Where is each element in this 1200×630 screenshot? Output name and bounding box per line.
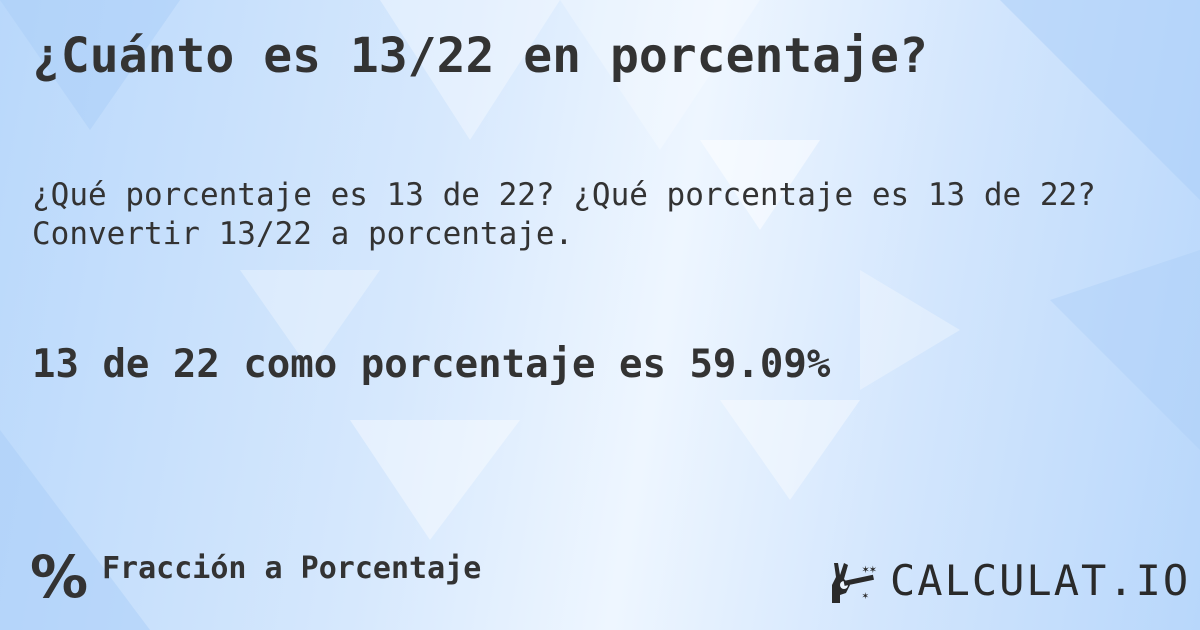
page-title: ¿Cuánto es 13/22 en porcentaje? (32, 28, 928, 84)
logo-text: CALCULAT.IO (890, 556, 1191, 605)
description: ¿Qué porcentaje es 13 de 22? ¿Qué porcen… (32, 177, 1096, 252)
svg-text:✶: ✶ (862, 589, 869, 602)
result-text: 13 de 22 como porcentaje es 59.09% (32, 342, 831, 387)
calculat-logo: ✶✶ ✶ CALCULAT.IO (828, 556, 1190, 605)
percent-icon: % (30, 543, 89, 611)
magic-hand-icon: ✶✶ ✶ (832, 562, 876, 603)
svg-text:✶✶: ✶✶ (862, 562, 876, 576)
category-label: Fracción a Porcentaje (102, 551, 482, 586)
